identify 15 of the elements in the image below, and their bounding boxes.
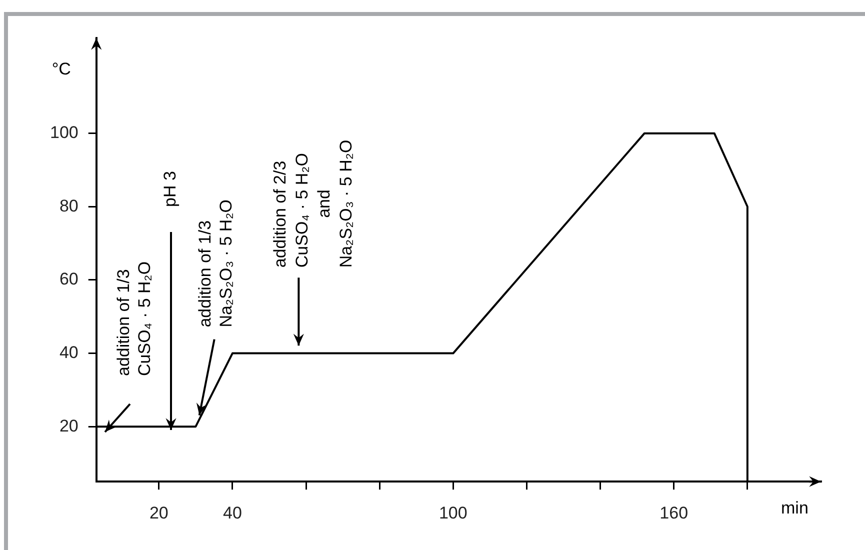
x-tick-label: 40 bbox=[223, 503, 242, 522]
annotation: addition of 2/3 CuSO₄ · 5 H₂O and Na₂S₂O₃ · 5 H₂O bbox=[270, 140, 356, 268]
y-tick-label: 40 bbox=[59, 342, 78, 362]
y-axis-title: °C bbox=[52, 60, 71, 79]
x-tick-label: 160 bbox=[660, 503, 688, 522]
y-tick-label: 100 bbox=[50, 123, 78, 142]
annotation: addition of 1/3 CuSO₄ · 5 H₂O bbox=[114, 261, 154, 376]
x-axis-title: min bbox=[781, 498, 808, 518]
x-tick-label: 100 bbox=[438, 503, 468, 522]
annotation: pH 3 bbox=[160, 171, 180, 207]
annotation: addition of 1/3 Na₂S₂O₃ · 5 H₂O bbox=[196, 199, 236, 328]
y-tick-label: 80 bbox=[59, 196, 78, 216]
y-tick-label: 20 bbox=[59, 416, 78, 436]
x-tick-label: 20 bbox=[149, 503, 168, 522]
y-tick-label: 60 bbox=[59, 270, 78, 289]
